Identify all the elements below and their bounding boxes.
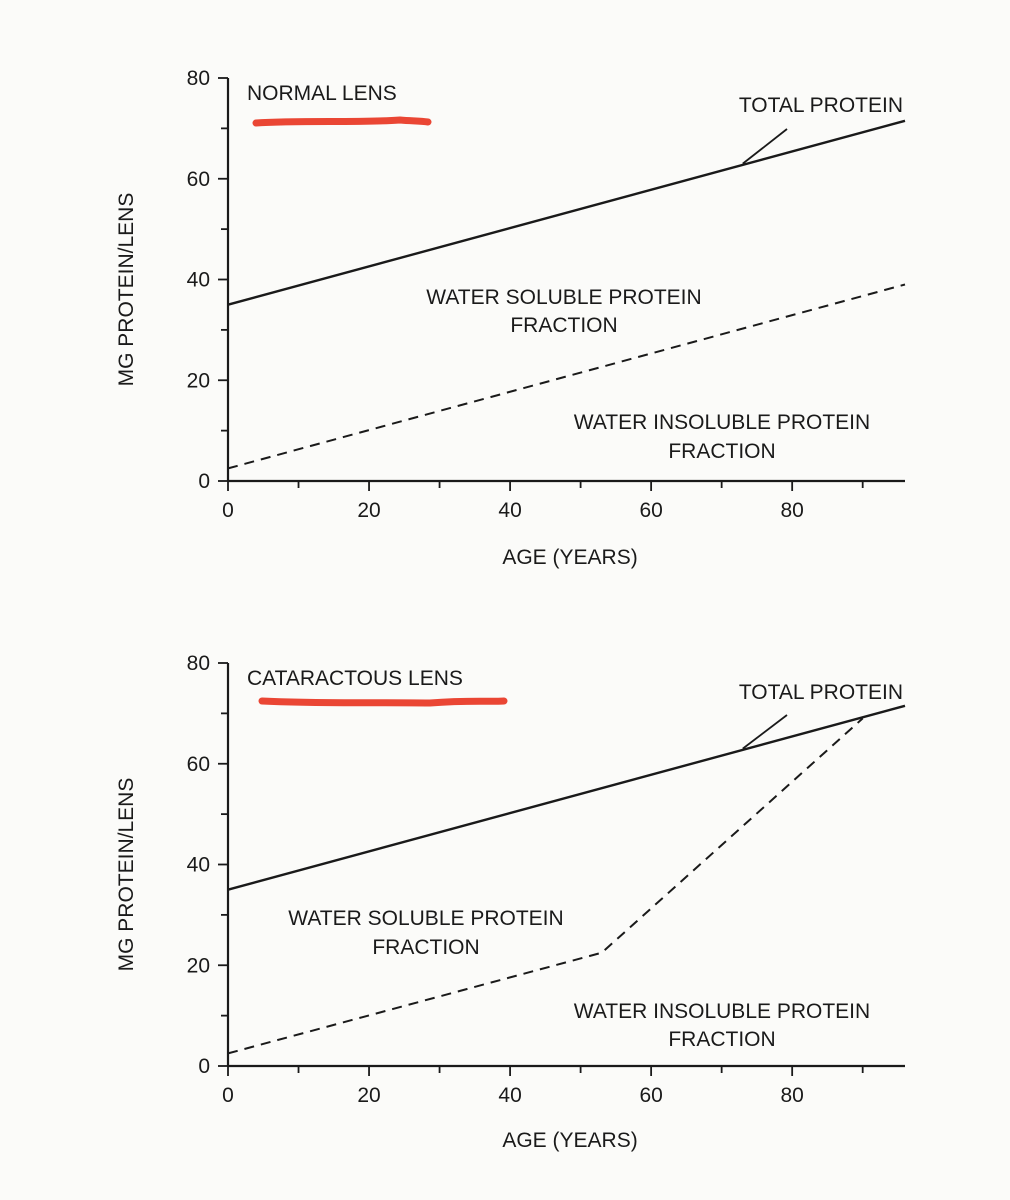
- x-tick-label: 40: [498, 499, 521, 522]
- red-highlight-underline: [258, 697, 508, 707]
- total-protein-pointer: [742, 128, 788, 165]
- x-tick-label: 40: [498, 1084, 521, 1107]
- y-tick-label: 60: [187, 753, 210, 776]
- series-line-total-protein: [227, 119, 906, 306]
- x-axis-title: AGE (YEARS): [502, 1129, 637, 1152]
- y-tick-label: 20: [187, 954, 210, 977]
- y-tick-label: 80: [187, 652, 210, 675]
- total-protein-label: TOTAL PROTEIN: [739, 681, 903, 704]
- y-tick-label: 0: [198, 470, 210, 493]
- series-line-dashed-boundary: [227, 283, 906, 470]
- water-insoluble-label: WATER INSOLUBLE PROTEIN: [574, 1000, 870, 1023]
- series-line-dashed-boundary: [227, 717, 864, 1055]
- y-tick-label: 0: [198, 1055, 210, 1078]
- x-tick-label: 60: [639, 1084, 662, 1107]
- chart-panel-1: 0 20 40 60 80 0 20 40 60 80 AGE (YEARS) MG PROTEIN/…: [115, 67, 906, 569]
- x-tick-label: 20: [357, 1084, 380, 1107]
- total-protein-pointer: [742, 714, 788, 750]
- water-soluble-label: WATER SOLUBLE PROTEIN: [426, 286, 701, 309]
- series-line-total-protein: [227, 704, 906, 891]
- x-tick-label: 80: [780, 499, 803, 522]
- chart-panel-2: 0 20 40 60 80 0 20 40 60 80 AGE (YEARS) MG PROTEIN/…: [115, 652, 906, 1152]
- red-highlight-underline: [252, 116, 432, 127]
- y-tick-label: 20: [187, 369, 210, 392]
- x-tick-label: 20: [357, 499, 380, 522]
- water-soluble-label: FRACTION: [372, 936, 479, 959]
- x-axis-title: AGE (YEARS): [502, 546, 637, 569]
- x-tick-label: 0: [222, 1084, 234, 1107]
- y-tick-label: 40: [187, 854, 210, 877]
- water-soluble-label: FRACTION: [510, 314, 617, 337]
- panel-title: NORMAL LENS: [247, 82, 397, 105]
- total-protein-label: TOTAL PROTEIN: [739, 94, 903, 117]
- water-insoluble-label: WATER INSOLUBLE PROTEIN: [574, 411, 870, 434]
- y-tick-label: 40: [187, 269, 210, 292]
- x-tick-label: 0: [222, 499, 234, 522]
- y-axis-title: MG PROTEIN/LENS: [115, 193, 138, 387]
- y-axis-title: MG PROTEIN/LENS: [115, 778, 138, 972]
- x-tick-label: 80: [780, 1084, 803, 1107]
- water-soluble-label: WATER SOLUBLE PROTEIN: [288, 907, 563, 930]
- y-tick-label: 80: [187, 67, 210, 90]
- water-insoluble-label: FRACTION: [668, 440, 775, 463]
- y-tick-label: 60: [187, 168, 210, 191]
- x-tick-label: 60: [639, 499, 662, 522]
- water-insoluble-label: FRACTION: [668, 1028, 775, 1051]
- panel-title: CATARACTOUS LENS: [247, 667, 463, 690]
